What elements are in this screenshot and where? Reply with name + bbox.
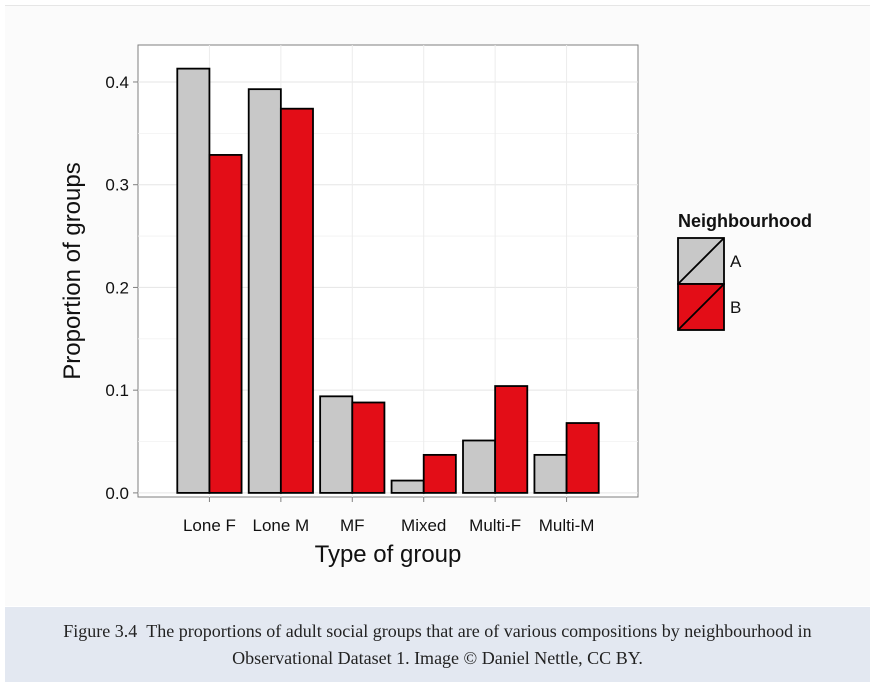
bar-B-3	[422, 453, 457, 494]
x-tick-label: Lone F	[183, 516, 236, 535]
bar-B-5	[565, 422, 600, 494]
y-tick-label: 0.0	[105, 484, 129, 503]
caption-text: Figure 3.4 The proportions of adult soci…	[5, 618, 870, 672]
x-tick-label: MF	[340, 516, 365, 535]
bar-A-2	[319, 395, 354, 494]
y-tick-label: 0.4	[105, 73, 129, 92]
bar-B-4	[494, 385, 529, 494]
legend-title: Neighbourhood	[678, 211, 812, 231]
bar-A-3	[390, 479, 425, 494]
x-axis-title: Type of group	[315, 541, 462, 568]
legend-label-B: B	[730, 298, 741, 317]
bar-B-1	[279, 107, 314, 494]
caption-body: The proportions of adult social groups t…	[146, 620, 812, 668]
y-tick-label: 0.3	[105, 176, 129, 195]
bar-A-4	[462, 439, 497, 494]
y-axis-title: Proportion of groups	[59, 162, 86, 379]
bar-A-5	[533, 453, 568, 494]
legend-label-A: A	[730, 252, 742, 271]
figure-caption: Figure 3.4 The proportions of adult soci…	[5, 607, 870, 682]
bar-A-0	[176, 67, 211, 494]
legend-key-slash	[677, 237, 725, 285]
bar-A-1	[247, 88, 282, 494]
y-tick-label: 0.1	[105, 381, 129, 400]
bar-B-2	[351, 401, 386, 494]
x-tick-label: Lone M	[253, 516, 310, 535]
caption-label: Figure 3.4	[63, 620, 138, 641]
x-tick-label: Multi-M	[539, 516, 595, 535]
bar-chart: 0.0 0.1 0.2 0.3 0.4 Lone F Lone M MF Mixed Multi-…	[59, 44, 812, 568]
legend: Neighbourhood A B	[677, 211, 812, 331]
y-tick-label: 0.2	[105, 278, 129, 297]
legend-key-slash	[677, 283, 725, 331]
x-tick-label: Multi-F	[469, 516, 521, 535]
x-tick-label: Mixed	[401, 516, 446, 535]
bar-B-0	[208, 154, 243, 494]
